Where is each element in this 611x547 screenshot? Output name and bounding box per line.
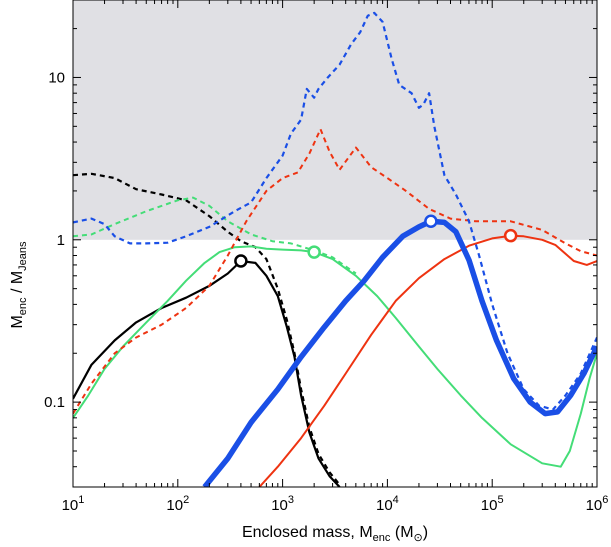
marker-layer <box>234 214 518 268</box>
y-tick-label: 0.1 <box>44 394 65 411</box>
plot-frame <box>72 0 598 488</box>
x-tick-label: 101 <box>62 494 85 514</box>
x-tick-label: 103 <box>271 494 294 514</box>
tick-layer: 101 102 103 104 105 106 0.1 1 10 <box>44 0 608 514</box>
y-tick-label: 1 <box>57 232 65 249</box>
series-line-5-dashed <box>73 128 597 415</box>
peak-marker-0 <box>234 254 248 268</box>
series-layer <box>73 11 597 487</box>
y-tick-label: 10 <box>48 69 65 86</box>
x-tick-label: 102 <box>166 494 189 514</box>
peak-marker-2 <box>424 214 438 229</box>
peak-marker-3 <box>503 228 518 243</box>
series-line-3-dashed <box>73 196 357 275</box>
series-line-0-solid <box>73 259 341 487</box>
x-axis-label: Enclosed mass, Menc (M⊙) <box>242 524 428 544</box>
x-tick-label: 104 <box>376 494 399 514</box>
peak-marker-1 <box>307 245 321 259</box>
series-line-6-solid <box>202 218 597 487</box>
series-line-2-solid <box>73 245 597 468</box>
series-line-4-solid <box>258 234 597 487</box>
y-axis-label: Menc / MJeans <box>9 241 29 329</box>
x-tick-label: 105 <box>481 494 504 514</box>
series-line-7-dashed <box>73 11 597 411</box>
shaded-region <box>73 0 597 240</box>
x-tick-label: 106 <box>586 494 609 514</box>
